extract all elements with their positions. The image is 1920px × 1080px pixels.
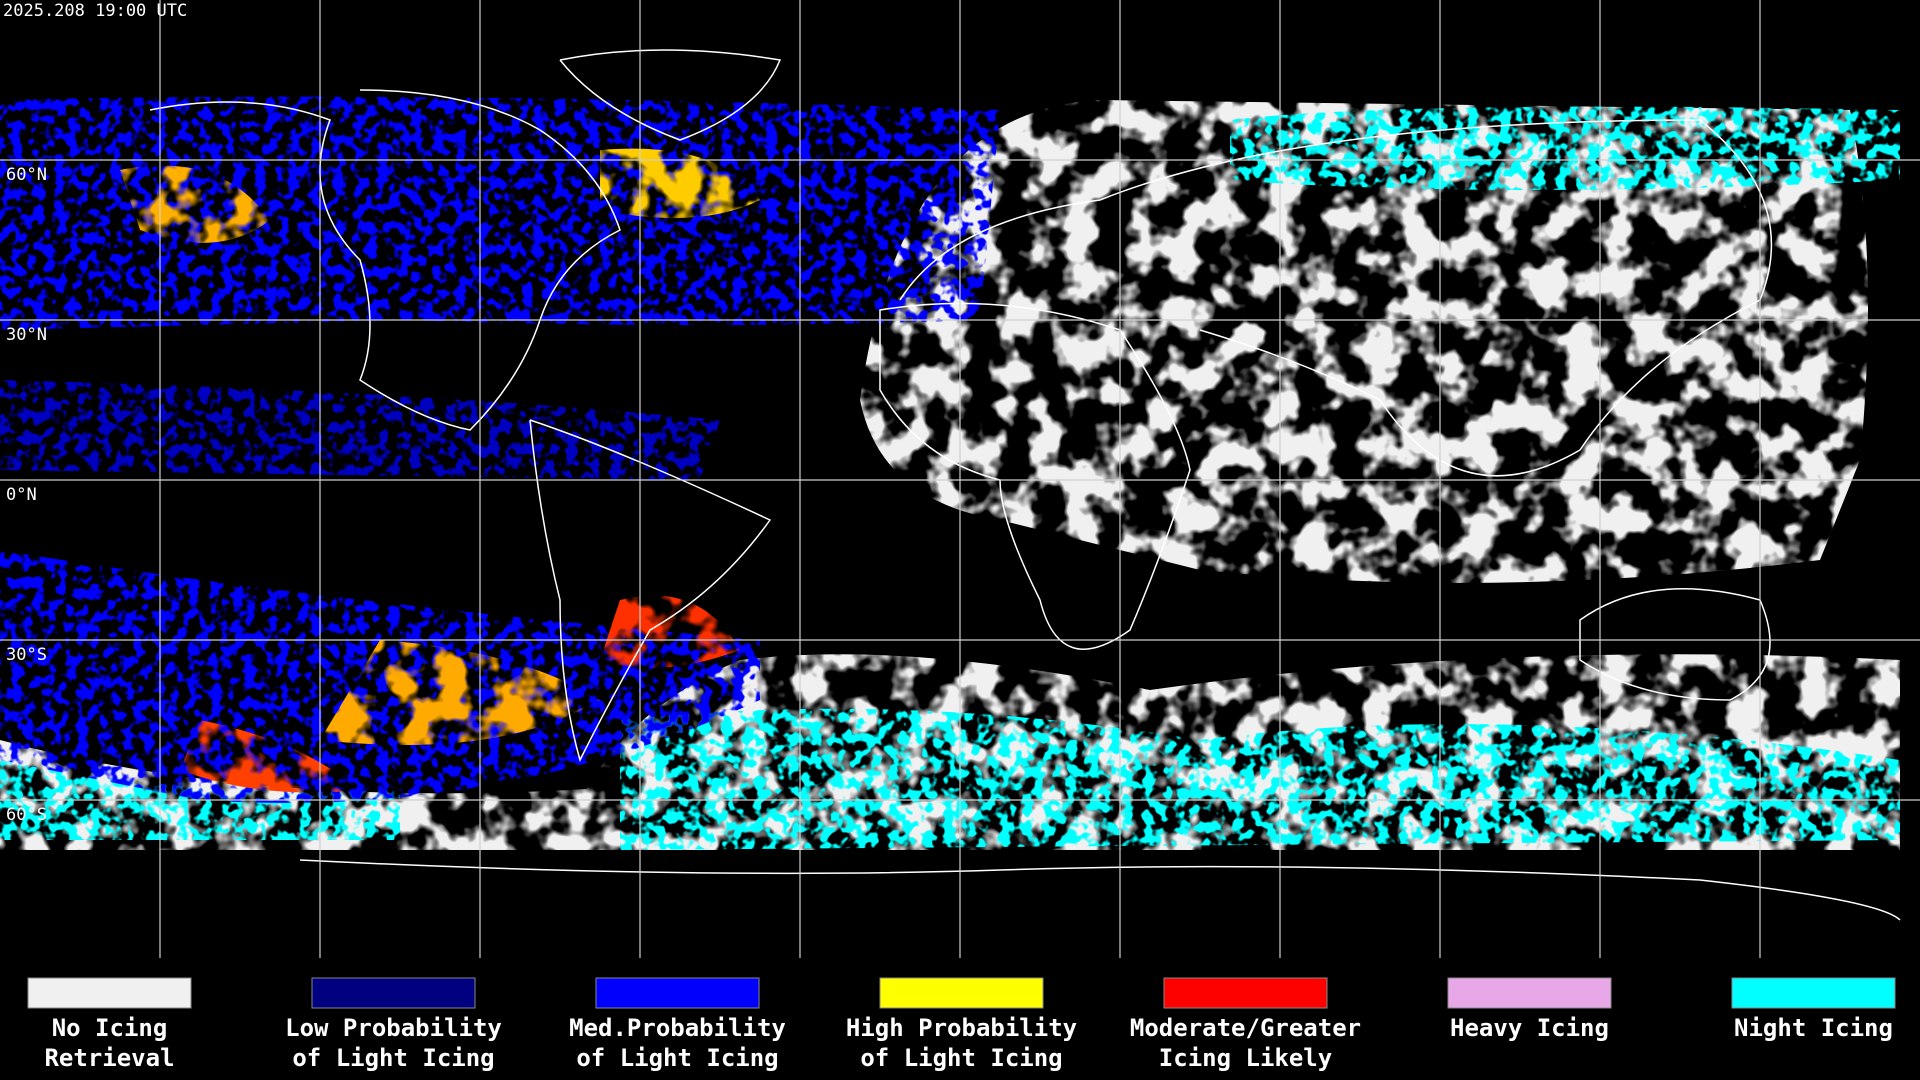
light-icing-cloud bbox=[0, 96, 1000, 803]
legend-label: No Icing bbox=[52, 1014, 168, 1042]
latitude-label: 60°S bbox=[6, 805, 47, 825]
timestamp: 2025.208 19:00 UTC bbox=[3, 1, 187, 21]
latitude-label: 0°N bbox=[6, 485, 37, 505]
legend-swatch bbox=[27, 977, 192, 1009]
legend-label: High Probability bbox=[846, 1014, 1077, 1042]
legend-swatch bbox=[1731, 977, 1896, 1009]
legend-swatch bbox=[1163, 977, 1328, 1009]
legend-label: of Light Icing bbox=[860, 1044, 1062, 1072]
legend-swatch bbox=[595, 977, 760, 1009]
legend-swatch bbox=[311, 977, 476, 1009]
latitude-label: 30°S bbox=[6, 645, 47, 665]
legend-swatch bbox=[1447, 977, 1612, 1009]
legend-label: Heavy Icing bbox=[1450, 1014, 1609, 1042]
legend-label: Low Probability bbox=[285, 1014, 502, 1042]
coastlines bbox=[149, 49, 1901, 921]
graticule bbox=[0, 0, 1920, 958]
legend-label: Icing Likely bbox=[1159, 1044, 1332, 1072]
legend-label: Night Icing bbox=[1734, 1014, 1893, 1042]
legend-label: of Light Icing bbox=[576, 1044, 778, 1072]
legend-label: Retrieval bbox=[44, 1044, 174, 1072]
high-icing-cloud bbox=[120, 148, 760, 793]
legend-label: Med.Probability bbox=[569, 1014, 786, 1042]
cloud-field bbox=[0, 96, 1900, 850]
legend-swatch bbox=[879, 977, 1044, 1009]
legend-label: of Light Icing bbox=[292, 1044, 494, 1072]
latitude-label: 60°N bbox=[6, 165, 47, 185]
latitude-label: 30°N bbox=[6, 325, 47, 345]
legend-label: Moderate/Greater bbox=[1130, 1014, 1361, 1042]
